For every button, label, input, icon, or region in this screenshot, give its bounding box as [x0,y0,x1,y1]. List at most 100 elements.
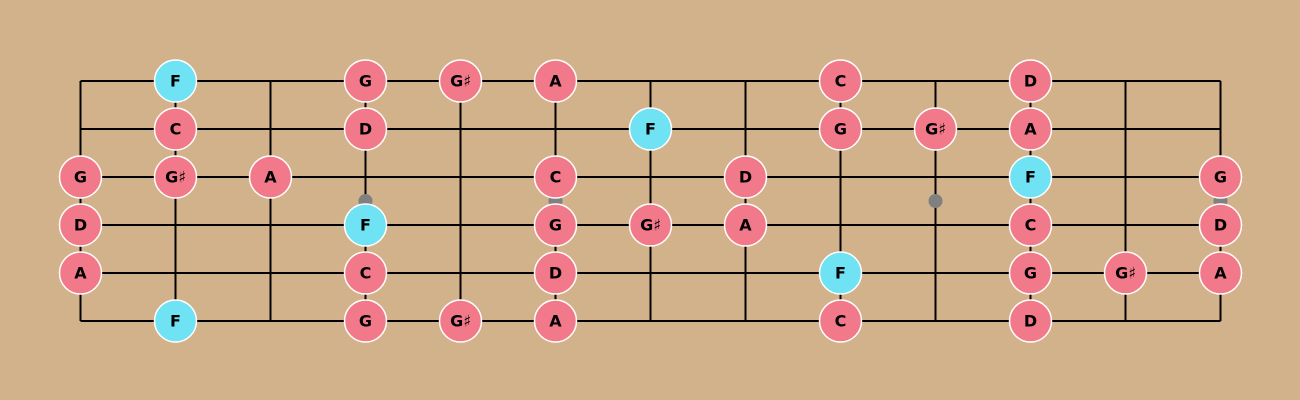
note-circle [533,59,578,103]
note-circle [533,299,578,343]
fret-marker-dot [928,194,943,208]
note-marker: G [818,107,863,151]
note-label: F [170,72,181,91]
note-marker: D [1008,59,1053,103]
note-label: G [549,216,562,235]
note-marker: G [343,299,388,343]
note-circle [343,107,388,151]
note-circle [1008,203,1053,247]
note-label: D [359,120,372,139]
note-circle-root [1008,155,1053,199]
note-circle-root [343,203,388,247]
note-marker: G♯ [438,59,483,103]
note-marker: C [1008,203,1053,247]
note-circle [818,59,863,103]
note-marker: G [1008,251,1053,295]
note-marker: A [723,203,768,247]
note-label: C [550,168,562,187]
note-marker: G♯ [1103,251,1148,295]
note-marker: G [533,203,578,247]
note-circle [818,299,863,343]
note-circle-root [153,59,198,103]
note-label: G [1214,168,1227,187]
note-marker: G♯ [913,107,958,151]
note-marker: C [818,299,863,343]
note-label: G♯ [450,312,471,331]
note-circle-root [818,251,863,295]
note-circle [628,203,673,247]
note-label: A [74,264,87,283]
note-marker: F [153,59,198,103]
note-circle [533,203,578,247]
note-label: A [549,312,562,331]
note-circle [58,251,103,295]
note-label: C [1025,216,1037,235]
note-label: F [360,216,371,235]
note-marker: D [1008,299,1053,343]
note-label: A [1214,264,1227,283]
note-circle [1103,251,1148,295]
note-marker: A [58,251,103,295]
note-circle [343,251,388,295]
note-markers: F G G♯ A C D C D F G G♯ A G G♯ A C D F G D F G G♯ A C D A C D F G G♯ A F G… [58,59,1243,343]
note-circle [533,251,578,295]
note-label: G♯ [1115,264,1136,283]
note-marker: G [343,59,388,103]
note-circle [1198,155,1243,199]
note-circle-root [153,299,198,343]
note-marker: C [153,107,198,151]
note-marker: A [1198,251,1243,295]
note-marker: G♯ [153,155,198,199]
note-label: F [835,264,846,283]
note-circle-root [628,107,673,151]
note-label: D [1024,312,1037,331]
note-label: A [1024,120,1037,139]
note-label: A [739,216,752,235]
note-label: G♯ [925,120,946,139]
note-marker: A [533,299,578,343]
note-circle [153,155,198,199]
note-circle [343,59,388,103]
note-label: C [360,264,372,283]
note-label: A [549,72,562,91]
note-label: G♯ [640,216,661,235]
note-marker: F [153,299,198,343]
note-label: D [739,168,752,187]
note-label: A [264,168,277,187]
note-circle [818,107,863,151]
note-marker: A [533,59,578,103]
note-marker: G♯ [628,203,673,247]
note-circle [58,203,103,247]
note-marker: D [1198,203,1243,247]
note-marker: G [1198,155,1243,199]
note-label: G♯ [450,72,471,91]
note-label: D [1214,216,1227,235]
note-circle [248,155,293,199]
note-circle [343,299,388,343]
note-circle [438,299,483,343]
note-circle [438,59,483,103]
note-marker: C [818,59,863,103]
note-marker: F [628,107,673,151]
note-label: G♯ [165,168,186,187]
note-marker: A [1008,107,1053,151]
note-label: D [549,264,562,283]
note-label: F [170,312,181,331]
note-marker: C [343,251,388,295]
note-label: F [1025,168,1036,187]
note-label: G [359,72,372,91]
note-marker: D [343,107,388,151]
note-marker: D [58,203,103,247]
note-circle [723,155,768,199]
note-circle [533,155,578,199]
note-circle [1008,299,1053,343]
note-label: C [835,312,847,331]
note-marker: D [533,251,578,295]
note-marker: F [343,203,388,247]
note-label: F [645,120,656,139]
note-marker: A [248,155,293,199]
note-marker: F [818,251,863,295]
note-label: G [1024,264,1037,283]
note-label: D [1024,72,1037,91]
